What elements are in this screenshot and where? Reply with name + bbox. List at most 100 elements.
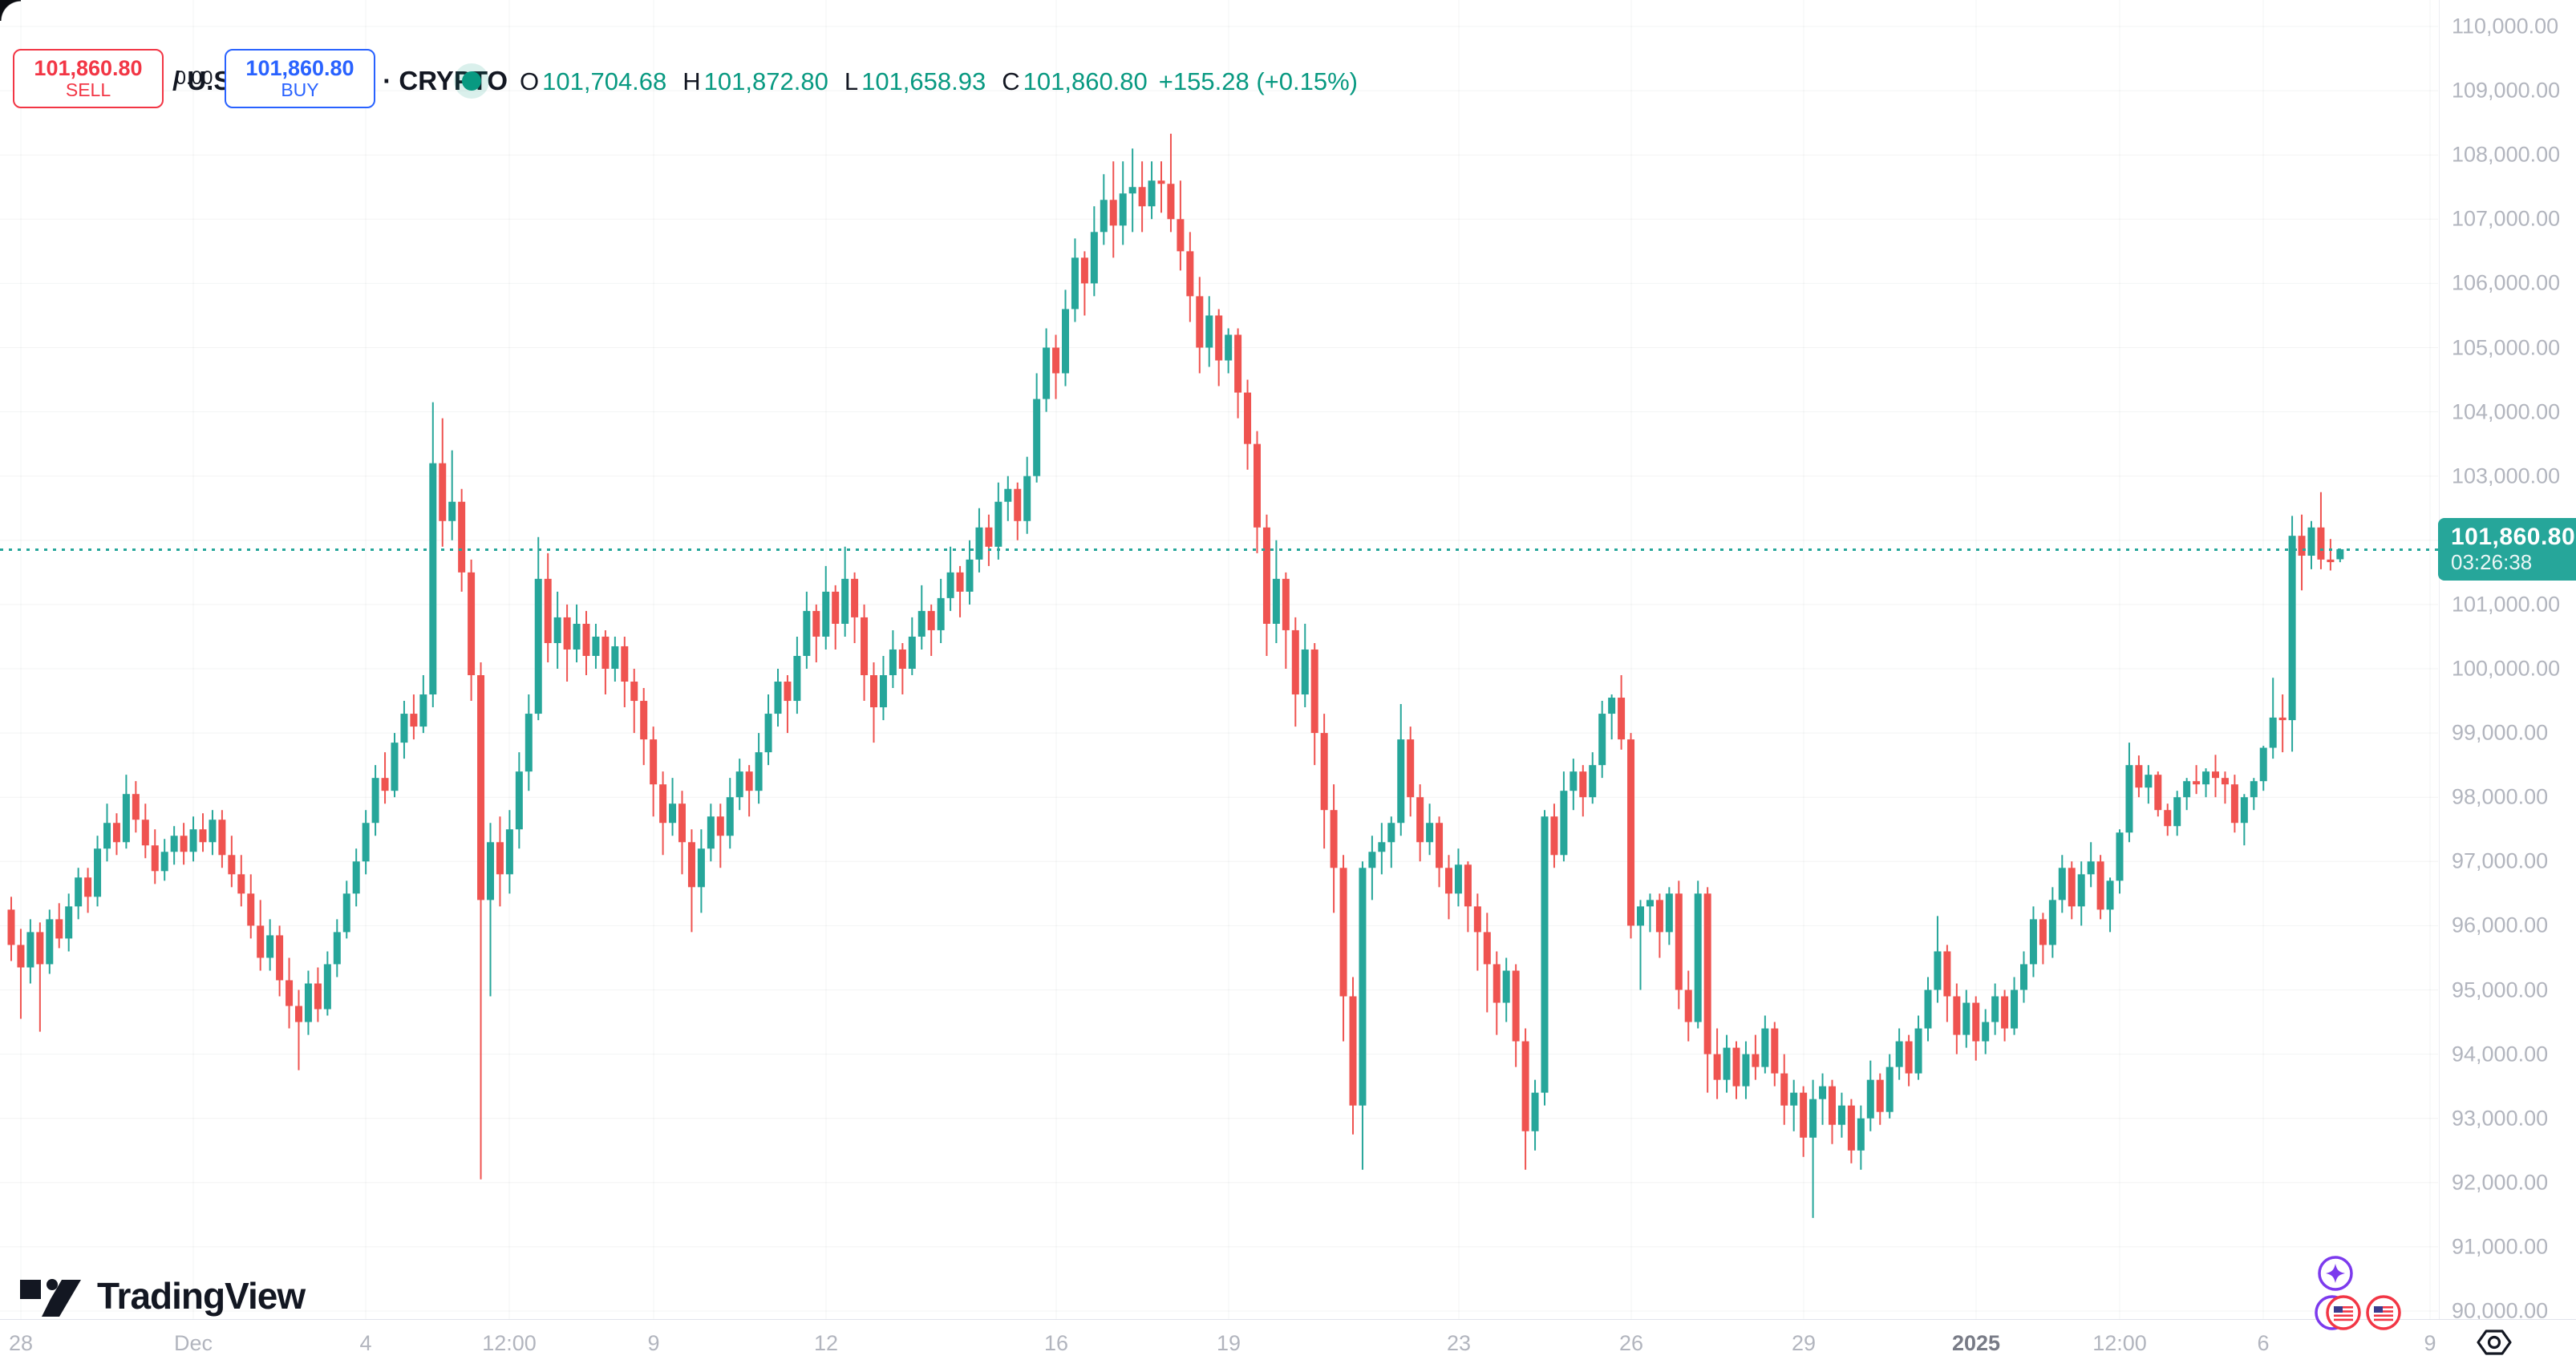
candle-down	[286, 980, 294, 1006]
candle-down	[1196, 296, 1204, 348]
candle-up	[122, 794, 130, 843]
candle-up	[1033, 399, 1041, 476]
candle-down	[36, 932, 44, 965]
ai-sparkle-icon[interactable]	[2318, 1256, 2353, 1291]
candle-up	[46, 919, 54, 965]
candle-up	[342, 893, 350, 933]
candle-up	[2259, 747, 2267, 782]
candle-down	[84, 877, 92, 897]
candle-down	[257, 925, 265, 958]
bar-countdown: 03:26:38	[2451, 550, 2533, 575]
candle-down	[1445, 868, 1452, 894]
time-axis-label: 26	[1618, 1331, 1644, 1355]
legend-high-label: H	[682, 67, 701, 95]
candle-down	[228, 855, 236, 875]
candle-up	[1962, 1002, 1970, 1035]
candle-up	[2048, 900, 2056, 945]
candle-up	[1071, 257, 1079, 310]
candle-up	[764, 714, 772, 753]
candle-up	[304, 983, 312, 1022]
candle-down	[276, 935, 284, 981]
candle-down	[141, 820, 149, 846]
candle-down	[898, 649, 906, 669]
price-axis-label: 106,000.00	[2452, 270, 2561, 295]
price-axis-label: 94,000.00	[2452, 1042, 2549, 1066]
time-axis-label: 19	[1216, 1331, 1241, 1355]
candle-down	[1905, 1041, 1913, 1074]
candle-down	[1829, 1086, 1836, 1125]
candle-up	[362, 823, 370, 862]
candle-down	[687, 842, 695, 888]
buy-button[interactable]: 101,860.80 BUY	[225, 49, 375, 108]
candle-up	[1819, 1086, 1827, 1099]
candle-up	[1665, 893, 1673, 933]
candle-down	[1953, 996, 1961, 1035]
sell-price: 101,860.80	[34, 56, 143, 80]
candle-up	[803, 610, 811, 656]
candle-up	[1646, 900, 1654, 907]
candle-up	[1914, 1028, 1922, 1074]
candle-up	[774, 682, 782, 714]
candle-up	[611, 646, 619, 669]
candle-up	[735, 771, 743, 798]
candle-up	[1809, 1099, 1817, 1138]
candle-down	[2221, 778, 2229, 785]
candle-up	[2058, 868, 2066, 901]
candle-up	[26, 932, 34, 968]
price-axis-label: 103,000.00	[2452, 463, 2561, 488]
candle-down	[1972, 1002, 1980, 1042]
window-corner	[0, 0, 21, 21]
us-economic-event-icon[interactable]	[2326, 1295, 2361, 1330]
candle-down	[1320, 733, 1328, 811]
market-status-halo	[454, 63, 489, 99]
time-scale[interactable]: 28 Dec 4 12:00 9 12 16 19 23 26 29 2025 12:00 6 9	[0, 1319, 2576, 1372]
candle-up	[946, 572, 954, 598]
candle-down	[199, 829, 207, 843]
sell-button[interactable]: 101,860.80 SELL	[13, 49, 164, 108]
price-axis-label: 110,000.00	[2452, 14, 2559, 38]
timescale-settings-gear-icon[interactable]	[2475, 1323, 2513, 1362]
tradingview-logo[interactable]: TradingView	[20, 1273, 306, 1318]
candle-down	[1349, 996, 1357, 1106]
candle-down	[2212, 771, 2219, 779]
candle-down	[7, 909, 15, 945]
time-axis-label: 9	[647, 1331, 660, 1355]
chart-header: ₿ Bitcoin / U.S. Dollar · 4h · CRYPTO O1…	[0, 0, 2576, 160]
candle-down	[218, 820, 226, 856]
price-axis-label: 101,000.00	[2452, 592, 2561, 617]
candle-down	[1157, 180, 1165, 184]
price-axis-label: 109,000.00	[2452, 78, 2561, 103]
candle-down	[640, 701, 648, 740]
candle-down	[1675, 893, 1683, 990]
candle-down	[2278, 717, 2286, 721]
current-price-line	[0, 548, 2438, 551]
candle-up	[419, 694, 427, 727]
candle-down	[1215, 315, 1223, 361]
candle-down	[1234, 334, 1242, 393]
current-price-label: 101,860.80 03:26:38	[2438, 517, 2576, 581]
legend-open-label: O	[520, 67, 540, 95]
candle-up	[2106, 880, 2114, 910]
price-scale[interactable]: 110,000.00 109,000.00 108,000.00 107,000.00…	[2439, 0, 2576, 1323]
candle-down	[1436, 823, 1444, 868]
market-open-dot-icon[interactable]	[462, 71, 481, 91]
candle-up	[525, 714, 533, 772]
candle-up	[75, 877, 83, 907]
candle-down	[1254, 443, 1261, 528]
candle-down	[458, 501, 466, 573]
price-axis-label: 98,000.00	[2452, 784, 2549, 809]
time-axis-label: 2025	[1951, 1331, 2001, 1355]
us-economic-event-icon[interactable]	[2366, 1295, 2401, 1330]
candle-up	[1742, 1054, 1750, 1087]
candle-down	[630, 682, 638, 702]
candle-up	[209, 820, 217, 843]
price-axis-label: 91,000.00	[2452, 1234, 2549, 1259]
candle-down	[870, 675, 877, 708]
candle-down	[1080, 257, 1088, 284]
candle-up	[1761, 1028, 1769, 1067]
candle-up	[917, 610, 925, 637]
candle-up	[1857, 1118, 1865, 1151]
candle-down	[1483, 932, 1491, 965]
